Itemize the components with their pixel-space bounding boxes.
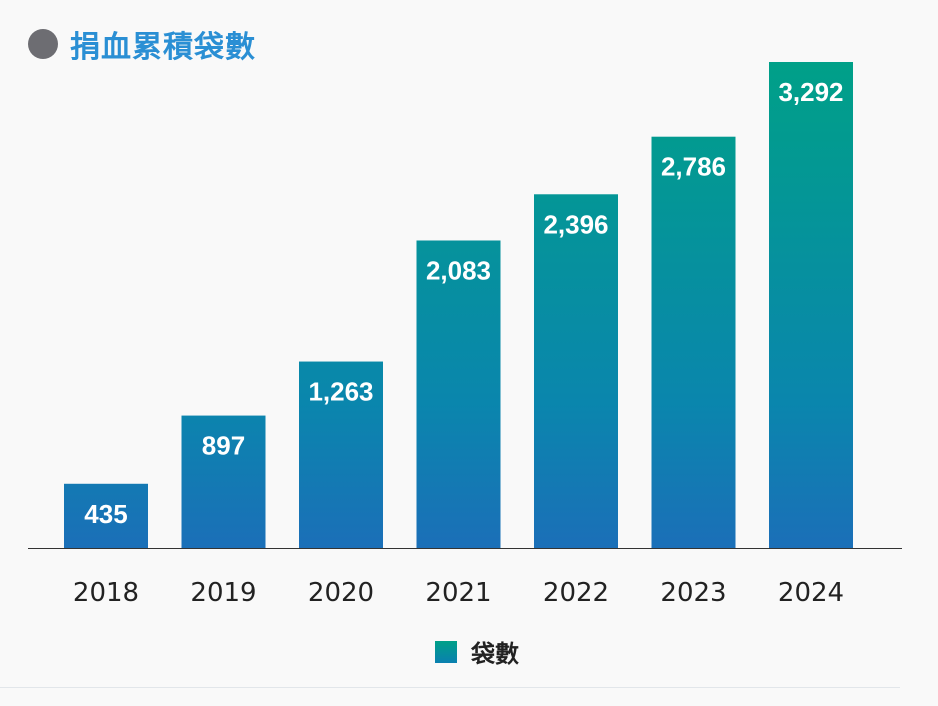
x-tick-label: 2020 — [308, 578, 374, 608]
title-bullet-icon — [28, 29, 58, 59]
data-label: 2,786 — [661, 152, 726, 182]
divider — [0, 687, 900, 688]
bar-2023 — [651, 136, 736, 548]
data-label: 897 — [202, 431, 245, 461]
data-label: 1,263 — [308, 377, 373, 407]
x-tick-label: 2021 — [425, 578, 491, 608]
bar-2024 — [769, 62, 853, 548]
data-label: 435 — [84, 499, 127, 529]
bar-2021 — [416, 240, 501, 548]
x-tick-label: 2023 — [660, 578, 726, 608]
legend-swatch — [435, 640, 457, 663]
legend-label: 袋數 — [471, 640, 519, 668]
x-tick-label: 2019 — [190, 578, 256, 608]
bar-2022 — [534, 194, 618, 548]
x-tick-label: 2022 — [543, 578, 609, 608]
chart-title-text: 捐血累積袋數 — [70, 30, 256, 65]
x-tick-label: 2024 — [778, 578, 844, 608]
data-label: 2,083 — [426, 255, 491, 285]
data-label: 3,292 — [778, 77, 843, 107]
bar-2018 — [64, 483, 148, 548]
bar-2020 — [299, 361, 383, 548]
data-label: 2,396 — [543, 209, 608, 239]
bar-2019 — [181, 415, 266, 548]
legend: 袋數 — [435, 634, 519, 669]
x-tick-label: 2018 — [73, 578, 139, 608]
chart-title: 捐血累積袋數 — [28, 22, 256, 66]
